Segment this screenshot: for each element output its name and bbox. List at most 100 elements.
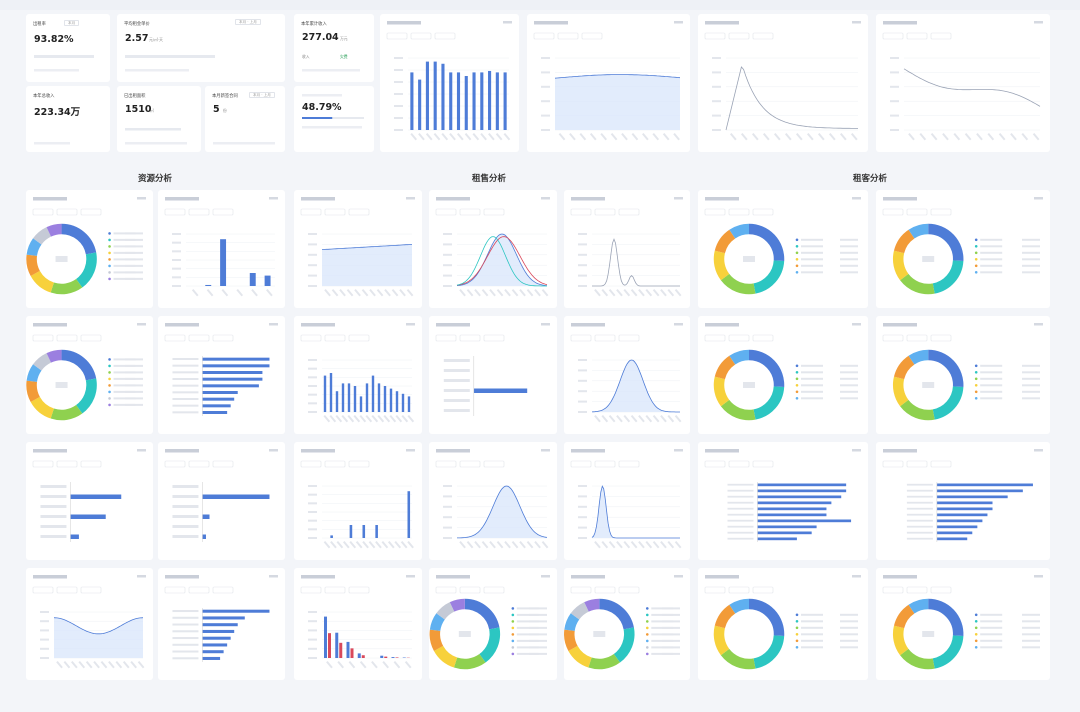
- bar-mark: [202, 411, 228, 414]
- filter-select: [752, 32, 774, 40]
- axis-tick-label: [172, 233, 181, 235]
- axis-tick-label: [652, 133, 660, 141]
- donut-slice: [50, 278, 83, 295]
- axis-tick-label: [308, 629, 317, 632]
- donut-slice: [908, 223, 929, 239]
- kpi-progress-bar: [302, 94, 364, 129]
- axis-tick-label: [662, 133, 670, 141]
- donut-slice: [453, 653, 486, 670]
- donut-center-label: [593, 631, 606, 637]
- kpi-count-card: 本月新签合同 本月 · 上月 5 份: [205, 86, 285, 152]
- donut-center-label: [922, 631, 935, 637]
- chart-title: [534, 21, 568, 25]
- donut-slice: [893, 355, 915, 380]
- kpi-price-select[interactable]: 本月 · 上月: [235, 19, 279, 26]
- legend-label: [801, 258, 823, 261]
- axis-tick-label: [638, 289, 645, 297]
- donut-slice: [729, 223, 750, 239]
- legend-value: [840, 613, 858, 616]
- axis-tick-label: [578, 285, 587, 287]
- axis-tick-label: [308, 385, 317, 387]
- legend-dot: [645, 639, 649, 643]
- filter-select: [324, 208, 346, 216]
- legend-value: [125, 245, 143, 248]
- legend-label: [113, 358, 136, 361]
- axis-tick-label: [418, 133, 425, 141]
- donut-slice: [568, 645, 592, 668]
- legend-dot: [108, 258, 111, 261]
- axis-tick-label: [466, 541, 474, 549]
- axis-tick-label: [489, 289, 496, 297]
- chart-menu-icon: [674, 21, 683, 24]
- chart-source-donut: [704, 575, 861, 670]
- legend-value: [840, 620, 858, 623]
- legend-dot: [795, 620, 799, 623]
- axis-tick-label: [346, 289, 354, 297]
- legend-label: [113, 232, 136, 235]
- donut-slice: [479, 627, 501, 663]
- legend-dot: [645, 646, 649, 649]
- bar-mark: [473, 388, 528, 393]
- axis-tick-label: [172, 250, 181, 253]
- legend-dot: [974, 626, 978, 630]
- axis-tick-label: [40, 611, 49, 613]
- kpi-rate-select[interactable]: 本月: [64, 20, 104, 27]
- bar-mark: [335, 391, 339, 412]
- axis-tick-label: [511, 541, 519, 549]
- legend-value: [529, 613, 547, 616]
- donut-slice: [900, 273, 935, 295]
- bar-mark: [202, 514, 210, 519]
- bar-label: [172, 404, 199, 407]
- axis-tick-label: [839, 133, 847, 141]
- bar-mark: [757, 537, 797, 541]
- axis-tick-label: [443, 264, 452, 267]
- legend-label: [113, 258, 136, 261]
- donut-slice: [598, 598, 634, 630]
- legend-value: [125, 364, 143, 367]
- chart-title: [436, 197, 470, 201]
- legend-label: [801, 613, 823, 616]
- legend-value: [1022, 271, 1040, 274]
- axis-tick-label: [365, 415, 373, 423]
- axis-tick-label: [443, 285, 452, 287]
- donut-slice: [892, 250, 909, 281]
- filter-select: [348, 586, 370, 594]
- filter-select: [618, 208, 640, 216]
- axis-tick-label: [600, 133, 608, 141]
- bar-mark: [70, 514, 106, 519]
- axis-tick-label: [466, 289, 474, 297]
- chart-title: [571, 449, 605, 453]
- axis-tick-label: [578, 253, 587, 256]
- filter-select: [324, 334, 346, 342]
- axis-tick-label: [308, 493, 317, 496]
- legend-value: [125, 390, 143, 393]
- kpi-count-select[interactable]: 本月 · 上月: [249, 92, 281, 99]
- legend-value: [125, 238, 143, 241]
- axis-tick-label: [890, 85, 899, 88]
- filter-select: [570, 460, 592, 468]
- bar-label: [172, 384, 199, 387]
- series-line: [53, 617, 144, 635]
- axis-tick-label: [443, 537, 452, 539]
- chart-title: [33, 323, 67, 327]
- legend-label: [980, 390, 1003, 393]
- kpi-rate-card: 出租率 本月 93.82%: [26, 14, 110, 82]
- chart-menu-icon: [269, 197, 278, 200]
- legend-dot: [108, 358, 111, 361]
- axis-tick-label: [407, 415, 415, 423]
- chart-resource-bar-card: [158, 190, 285, 308]
- legend-label: [801, 639, 823, 642]
- filter-select: [594, 586, 616, 594]
- axis-tick-label: [964, 133, 972, 141]
- axis-tick-label: [534, 540, 541, 549]
- chart-sharp-peak: [570, 449, 683, 549]
- axis-tick-label: [377, 415, 385, 423]
- filter-select: [164, 586, 186, 594]
- bar-mark: [365, 383, 369, 412]
- axis-tick-label: [441, 133, 449, 141]
- legend-value: [662, 652, 680, 655]
- chart-decline-line: [882, 21, 1043, 141]
- chart-title: [571, 323, 605, 327]
- donut-slice: [33, 227, 52, 245]
- axis-tick-label: [130, 661, 138, 669]
